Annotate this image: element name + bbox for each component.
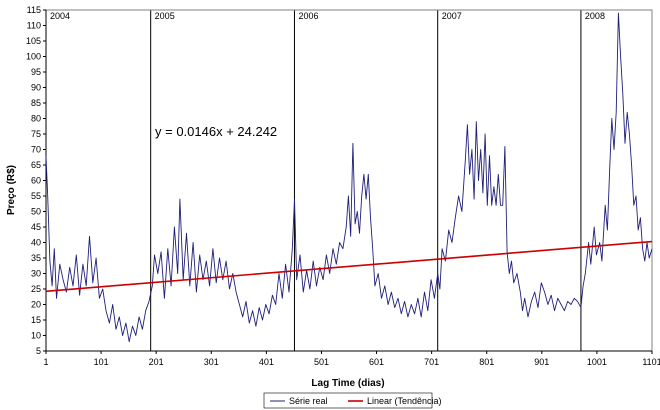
y-tick-label: 55	[31, 191, 41, 201]
x-tick-label: 401	[259, 357, 274, 367]
x-tick-label: 201	[149, 357, 164, 367]
legend-label-serie-real: Série real	[289, 396, 328, 406]
year-label: 2006	[298, 11, 318, 21]
y-tick-label: 10	[31, 331, 41, 341]
axes	[45, 9, 653, 352]
series-line-serie-real	[45, 12, 653, 343]
trendline-equation: y = 0.0146x + 24.242	[155, 124, 277, 139]
legend: Série real Linear (Tendência)	[263, 392, 442, 409]
x-tick-label: 301	[204, 357, 219, 367]
year-label: 2004	[50, 11, 70, 21]
x-tick-label: 601	[369, 357, 384, 367]
y-tick-label: 20	[31, 300, 41, 310]
plot-area-border	[45, 9, 653, 352]
y-tick-label: 70	[31, 145, 41, 155]
year-label: 2005	[155, 11, 175, 21]
y-tick-label: 90	[31, 83, 41, 93]
year-label: 2007	[442, 11, 462, 21]
y-tick-label: 15	[31, 315, 41, 325]
y-tick-label: 65	[31, 160, 41, 170]
y-tick-label: 35	[31, 253, 41, 263]
y-tick-label: 100	[26, 52, 41, 62]
y-tick-label: 80	[31, 114, 41, 124]
x-tick-label: 1101	[642, 357, 660, 367]
y-tick-label: 60	[31, 176, 41, 186]
y-tick-label: 45	[31, 222, 41, 232]
legend-label-linear-tendencia: Linear (Tendência)	[367, 396, 442, 406]
x-tick-label: 901	[534, 357, 549, 367]
y-tick-label: 5	[36, 346, 41, 356]
y-tick-label: 30	[31, 269, 41, 279]
y-tick-label: 40	[31, 238, 41, 248]
x-tick-label: 701	[424, 357, 439, 367]
y-tick-label: 25	[31, 284, 41, 294]
year-labels: 2004 2005 2006 2007 2008	[50, 11, 605, 21]
y-tick-label: 85	[31, 98, 41, 108]
x-tick-label: 801	[479, 357, 494, 367]
y-tick-label: 75	[31, 129, 41, 139]
y-axis-title: Preço (R$)	[6, 165, 17, 215]
x-tick-label: 1001	[587, 357, 607, 367]
series-layer	[45, 12, 653, 343]
year-divider-lines	[150, 10, 582, 351]
y-tick-label: 115	[27, 5, 41, 15]
x-tick-label: 501	[314, 357, 329, 367]
y-tick-label: 50	[31, 207, 41, 217]
y-tick-label: 95	[31, 67, 41, 77]
y-tick-label: 105	[26, 36, 41, 46]
y-tick-label: 110	[27, 21, 41, 31]
x-tick-label: 101	[94, 357, 109, 367]
x-tick-label: 1	[43, 357, 48, 367]
x-axis-title: Lag Time (dias)	[311, 378, 384, 389]
legend-border	[263, 392, 433, 409]
tick-labels: 5 10 15 20 25 30 35 40 45 50 55 60 65 70 75 80 85 90 95 100…	[26, 5, 660, 367]
year-label: 2008	[585, 11, 605, 21]
series-line-linear-tendencia	[45, 240, 653, 293]
